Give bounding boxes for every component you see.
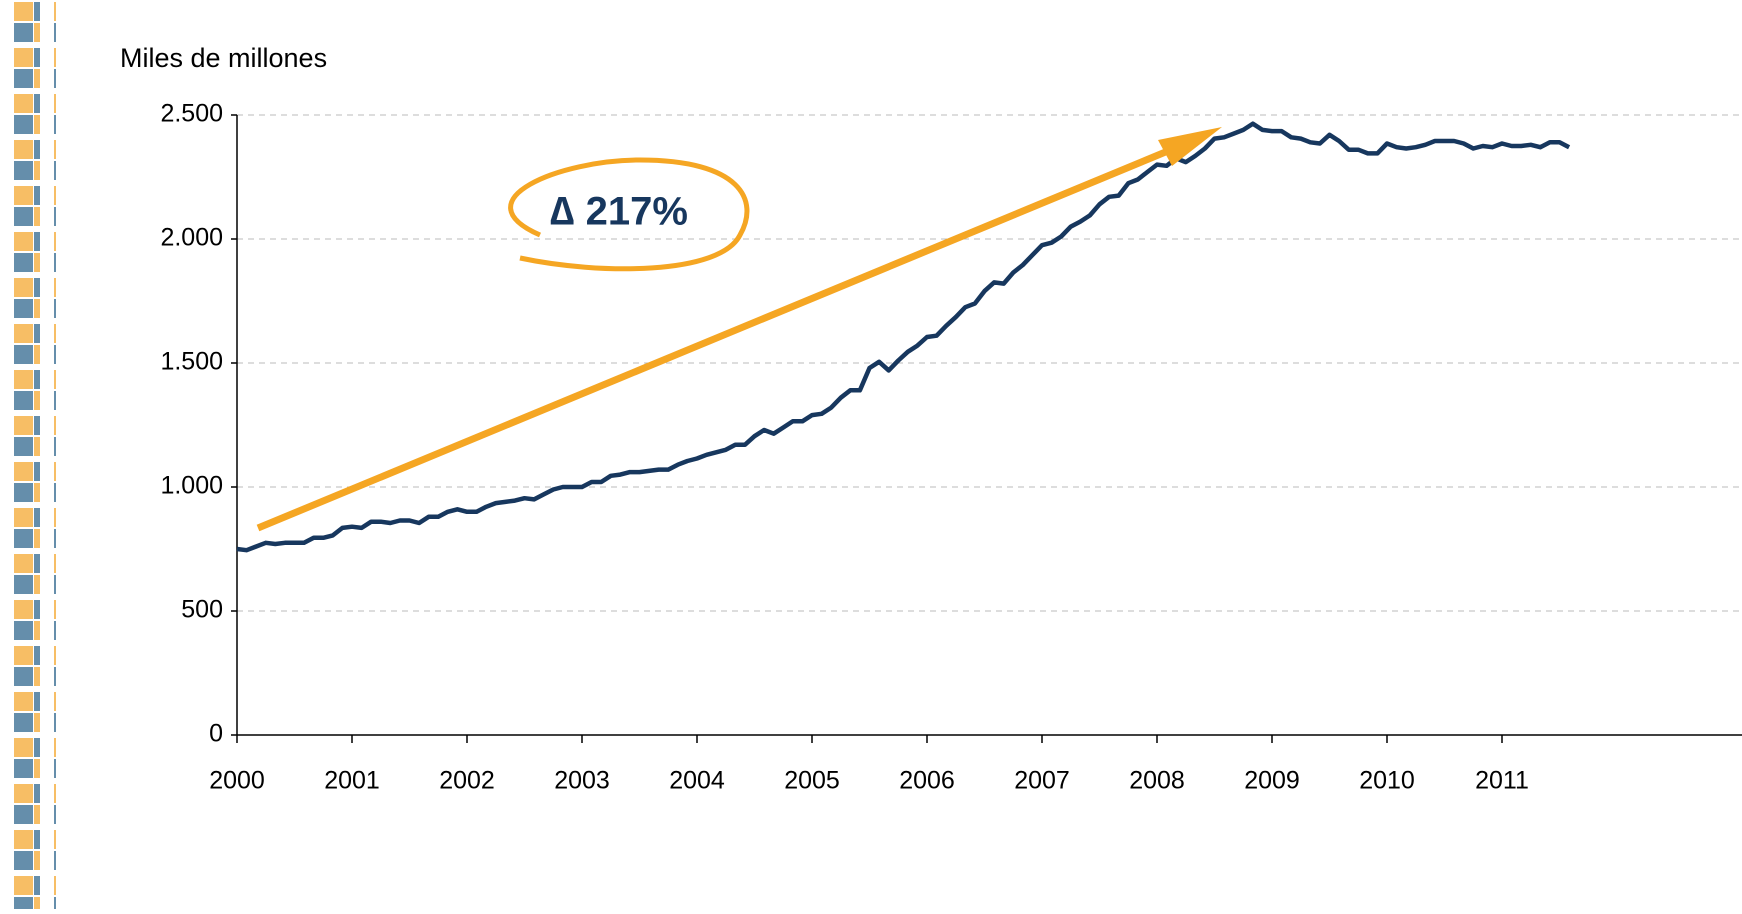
x-tick-label: 2009 [1244, 767, 1300, 795]
y-tick-label: 1.000 [160, 472, 223, 500]
y-tick-label: 0 [209, 720, 223, 748]
x-tick-label: 2010 [1359, 767, 1415, 795]
x-tick-label: 2008 [1129, 767, 1185, 795]
arrow-head [1158, 127, 1222, 166]
x-tick-label: 2011 [1475, 767, 1529, 795]
x-tick-label: 2001 [324, 767, 380, 795]
x-tick-label: 2006 [899, 767, 955, 795]
y-tick-label: 2.500 [160, 100, 223, 128]
x-tick-label: 2002 [439, 767, 495, 795]
y-tick-label: 2.000 [160, 224, 223, 252]
series-line [236, 121, 1571, 553]
y-axis-label: Miles de millones [120, 43, 327, 73]
x-tick-label: 2000 [209, 767, 265, 795]
annotation: ∆ 217% [550, 190, 688, 234]
highlight-ellipse [508, 157, 750, 272]
x-tick-label: 2003 [554, 767, 610, 795]
trend-arrow [256, 142, 1182, 532]
y-tick-label: 500 [181, 596, 223, 624]
x-tick-label: 2007 [1014, 767, 1070, 795]
y-tick-label: 1.500 [160, 348, 223, 376]
side-decoration [0, 0, 56, 909]
x-tick-label: 2005 [784, 767, 840, 795]
x-tick-label: 2004 [669, 767, 725, 795]
